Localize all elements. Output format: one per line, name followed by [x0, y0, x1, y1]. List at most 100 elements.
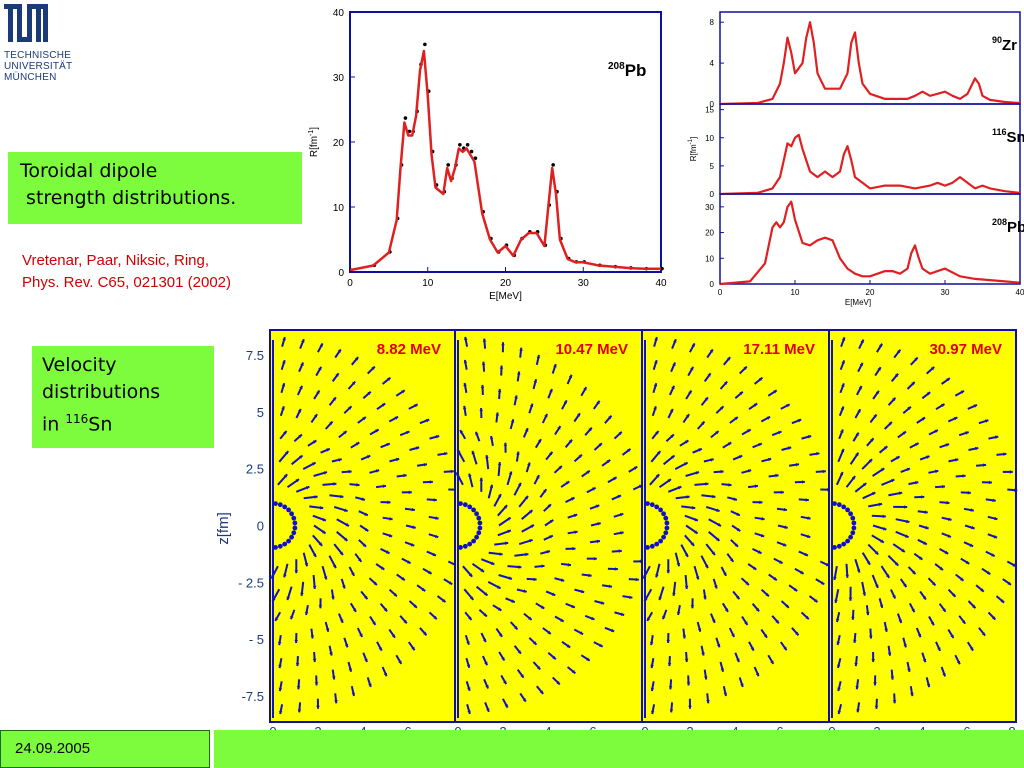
velocity-arrowhead	[676, 562, 681, 567]
velocity-arrowhead	[366, 455, 371, 459]
velocity-arrowhead	[387, 500, 391, 505]
velocity-vortex-dot	[467, 541, 473, 547]
velocity-arrowhead	[898, 491, 903, 495]
velocity-arrowhead	[686, 495, 690, 499]
velocity-arrowhead	[970, 508, 974, 512]
velocity-arrowhead	[283, 574, 287, 578]
velocity-arrowhead	[662, 615, 666, 620]
velocity-arrowhead	[841, 383, 845, 387]
velocity-arrowhead	[298, 434, 302, 438]
velocity-arrowhead	[986, 571, 991, 575]
velocity-arrowhead	[854, 662, 858, 667]
velocity-arrowhead	[483, 613, 487, 617]
velocity-arrowhead	[351, 692, 356, 696]
velocity-arrowhead	[382, 484, 386, 488]
velocity-arrowhead	[658, 596, 662, 601]
velocity-vortex-dot	[654, 504, 660, 510]
velocity-arrowhead	[508, 471, 513, 475]
velocity-arrowhead	[836, 641, 840, 645]
velocity-arrowhead	[305, 486, 310, 490]
velocity-arrowhead	[855, 686, 859, 690]
footer-bar	[214, 730, 1024, 768]
velocity-arrowhead	[571, 670, 576, 674]
velocity-arrowhead	[759, 500, 763, 505]
velocity-arrowhead	[912, 570, 916, 575]
velocity-arrowhead	[485, 455, 489, 459]
velocity-arrowhead	[544, 414, 548, 418]
velocity-arrowhead	[950, 634, 954, 638]
velocity-arrowhead	[326, 448, 330, 452]
velocity-arrowhead	[669, 709, 674, 713]
velocity-arrowhead	[310, 635, 315, 639]
velocity-arrowhead	[1003, 452, 1007, 456]
velocity-arrowhead	[543, 489, 547, 493]
velocity-arrowhead	[348, 469, 352, 474]
velocity-arrowhead	[300, 362, 304, 366]
velocity-arrowhead	[408, 490, 412, 495]
velocity-arrowhead	[935, 469, 939, 474]
velocity-arrowhead	[468, 573, 473, 577]
velocity-arrowhead	[278, 687, 283, 692]
velocity-arrowhead	[279, 710, 283, 715]
velocity-arrowhead	[960, 390, 964, 394]
velocity-vortex-dot	[458, 501, 463, 506]
velocity-arrowhead	[677, 486, 682, 490]
velocity-arrowhead	[312, 440, 317, 444]
velocity-arrowhead	[380, 566, 385, 570]
velocity-arrowhead	[553, 364, 557, 368]
velocity-vortex-dot	[282, 541, 288, 547]
velocity-vortex-dot	[841, 541, 847, 547]
velocity-arrowhead	[992, 616, 996, 620]
velocity-arrowhead	[558, 466, 562, 470]
velocity-arrowhead	[907, 406, 911, 410]
velocity-arrowhead	[944, 550, 949, 554]
velocity-arrowhead	[888, 422, 892, 426]
velocity-arrowhead	[862, 483, 867, 487]
velocity-arrowhead	[736, 658, 740, 662]
velocity-arrowhead	[860, 339, 864, 344]
velocity-arrowhead	[528, 616, 532, 620]
velocity-arrowhead	[947, 534, 951, 538]
velocity-arrowhead	[484, 661, 488, 666]
velocity-arrowhead	[498, 633, 503, 637]
velocity-arrowhead	[407, 560, 411, 564]
velocity-arrowhead	[926, 392, 931, 396]
velocity-arrowhead	[878, 502, 883, 507]
velocity-arrowhead	[406, 431, 410, 435]
velocity-arrowhead	[704, 564, 709, 569]
velocity-arrowhead	[993, 535, 998, 539]
velocity-arrowhead	[953, 417, 958, 421]
velocity-arrowhead	[518, 565, 522, 569]
velocity-arrowhead	[536, 666, 541, 670]
velocity-arrowhead	[650, 687, 655, 692]
panel-y-tick-label: 0	[710, 280, 715, 289]
velocity-arrowhead	[627, 448, 631, 453]
velocity-arrowhead	[727, 442, 732, 446]
velocity-arrowhead	[934, 429, 938, 433]
velocity-arrowhead	[684, 553, 689, 557]
velocity-vortex-dot	[277, 543, 283, 549]
velocity-arrowhead	[985, 419, 989, 423]
velocity-arrowhead	[734, 417, 738, 421]
velocity-arrowhead	[892, 700, 897, 704]
velocity-arrowhead	[891, 479, 895, 483]
velocity-arrowhead	[816, 452, 820, 456]
velocity-arrowhead	[930, 621, 934, 626]
velocity-vortex-dot	[292, 525, 298, 531]
velocity-arrowhead	[806, 534, 811, 538]
velocity-arrowhead	[358, 558, 362, 562]
panel-x-tick-label: 20	[866, 288, 875, 297]
velocity-arrowhead	[695, 471, 699, 475]
velocity-title-line-3: in 116Sn	[42, 406, 214, 438]
pb208-x-tick-label: 10	[422, 278, 434, 289]
velocity-arrowhead	[389, 517, 393, 521]
velocity-arrowhead	[299, 385, 303, 390]
velocity-arrowhead	[620, 531, 624, 535]
velocity-arrowhead	[752, 566, 757, 570]
velocity-arrows-panel-1	[270, 336, 459, 718]
velocity-arrowhead	[903, 644, 907, 648]
pb208-data-dot	[465, 142, 470, 147]
velocity-arrowhead	[733, 497, 737, 501]
velocity-arrowhead	[890, 676, 895, 680]
velocity-arrowhead	[955, 458, 959, 462]
